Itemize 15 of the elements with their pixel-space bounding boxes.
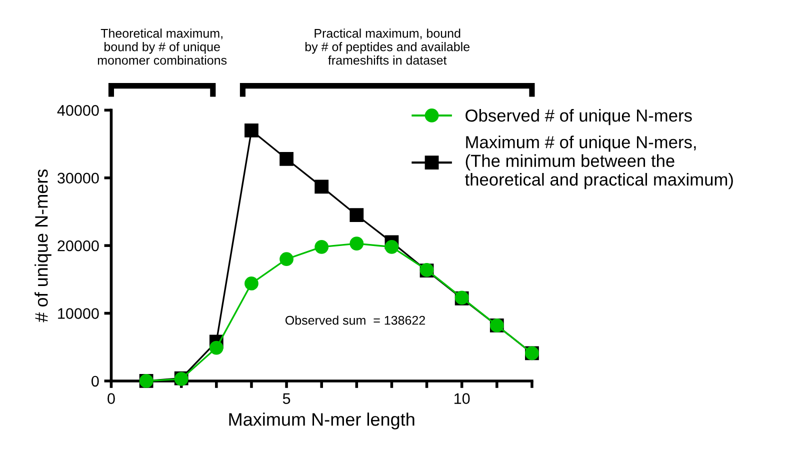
annotation: Observed sum = 138622 [285, 316, 425, 325]
x-tick-label: 10 [454, 393, 470, 404]
y-tick-label: 40000 [57, 105, 99, 116]
legend-label: Maximum # of unique N-mers, (The minimum between the theoretical and practical maximum) [465, 136, 733, 190]
y-tick-label: 30000 [58, 172, 99, 184]
x-tick-label: 5 [282, 393, 290, 404]
y-axis-title: # of unique N-mers [34, 169, 52, 322]
y-tick-label: 10000 [58, 308, 99, 319]
text: Theoretical maximum, bound by # of unique monomer combinations [98, 28, 227, 65]
y-tick-label: 20000 [58, 240, 99, 252]
legend-label: Observed # of unique N-mers [466, 108, 692, 126]
x-tick-label: 0 [108, 393, 115, 404]
y-tick-label: 0 [92, 376, 99, 387]
x-axis-title: Maximum N-mer length [229, 412, 414, 430]
text: Practical maximum, bound by # of peptides and available frameshifts in dataset [305, 28, 470, 65]
